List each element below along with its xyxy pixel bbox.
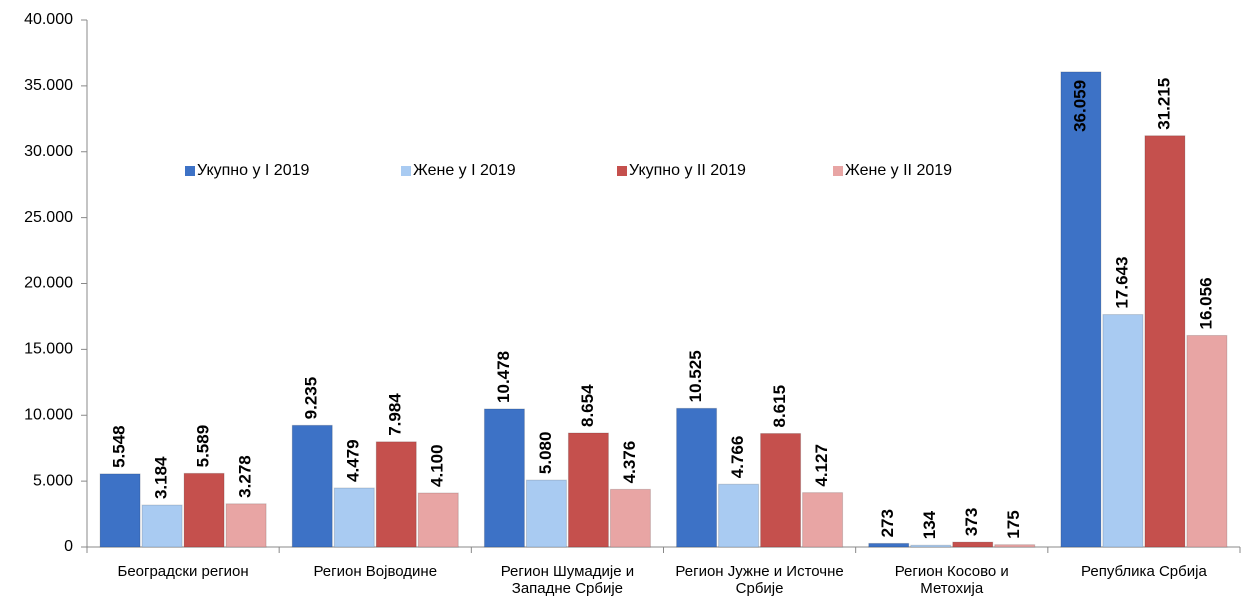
bar: [333, 487, 375, 548]
value-label: 5.080: [536, 432, 555, 475]
legend-label: Жене у I 2019: [413, 162, 516, 179]
value-label: 4.479: [344, 439, 363, 482]
x-tick-label: Регион Шумадије и Западне Србије: [500, 563, 635, 597]
bar: [567, 432, 609, 548]
legend-label: Укупно у II 2019: [629, 162, 746, 179]
bar: [141, 504, 183, 548]
value-label: 5.548: [110, 425, 129, 468]
x-tick-label: Регион Војводине: [313, 563, 438, 580]
bar: [483, 408, 525, 548]
value-label: 3.184: [152, 456, 171, 499]
y-tick-label: 20.000: [24, 275, 73, 292]
value-label: 273: [878, 509, 897, 537]
value-label: 373: [962, 508, 981, 536]
value-label: 5.589: [194, 425, 213, 468]
y-tick-label: 30.000: [24, 143, 73, 160]
bar: [676, 407, 718, 548]
y-tick-label: 15.000: [24, 341, 73, 358]
y-tick-label: 35.000: [24, 77, 73, 94]
value-label: 3.278: [236, 455, 255, 498]
bar: [802, 492, 844, 548]
value-label: 4.127: [812, 444, 831, 487]
bar: [609, 488, 651, 548]
bar: [910, 544, 952, 548]
bar: [1144, 135, 1186, 548]
x-tick-label: Београдски регион: [117, 563, 249, 580]
bar: [99, 473, 141, 548]
y-tick-label: 5.000: [33, 472, 73, 489]
y-tick-label: 10.000: [24, 406, 73, 423]
value-label: 4.376: [620, 441, 639, 484]
bar: [952, 541, 994, 548]
legend-swatch: [833, 166, 843, 176]
bar: [718, 483, 760, 548]
bar: [1060, 71, 1102, 548]
x-tick-label: Регион Јужне и Источне Србије: [675, 563, 844, 597]
value-label: 8.654: [578, 384, 597, 427]
value-label: 17.643: [1112, 257, 1131, 309]
value-label: 36.059: [1070, 80, 1089, 132]
value-label: 31.215: [1154, 78, 1173, 130]
y-tick-label: 40.000: [24, 11, 73, 28]
bar: [1102, 314, 1144, 548]
bar: [225, 503, 267, 548]
value-label: 4.100: [428, 444, 447, 487]
value-label: 8.615: [770, 385, 789, 428]
value-label: 7.984: [386, 393, 405, 436]
bar: [760, 432, 802, 548]
value-label: 10.525: [686, 350, 705, 402]
value-label: 9.235: [302, 377, 321, 420]
x-tick-label: Регион Косово и Метохија: [894, 563, 1009, 597]
value-label: 175: [1004, 510, 1023, 538]
value-label: 4.766: [728, 436, 747, 479]
legend-label: Укупно у I 2019: [197, 162, 310, 179]
value-label: 10.478: [494, 351, 513, 403]
bar: [291, 424, 333, 548]
legend-swatch: [185, 166, 195, 176]
bar: [994, 544, 1036, 548]
legend-label: Жене у II 2019: [845, 162, 952, 179]
bar: [417, 492, 459, 548]
x-tick-label: Република Србија: [1081, 563, 1207, 580]
value-label: 16.056: [1196, 277, 1215, 329]
legend-swatch: [617, 166, 627, 176]
bar: [1186, 334, 1228, 548]
bar: [525, 479, 567, 548]
legend-swatch: [401, 166, 411, 176]
y-tick-label: 25.000: [24, 209, 73, 226]
bar: [375, 441, 417, 548]
bar: [183, 472, 225, 548]
bar: [868, 542, 910, 548]
y-tick-label: 0: [64, 538, 73, 555]
value-label: 134: [920, 510, 939, 539]
